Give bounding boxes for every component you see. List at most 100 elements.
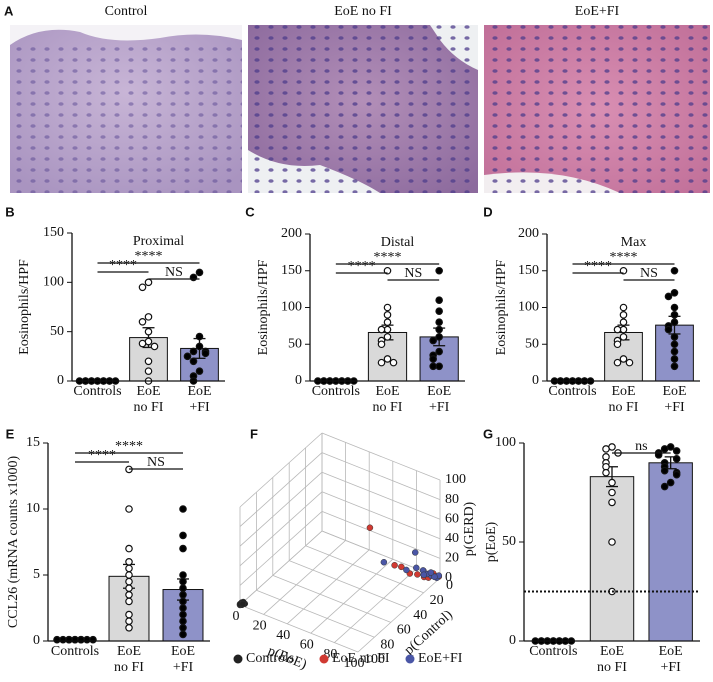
x-tick-label: EoE no FI [597,644,627,675]
histology-image [484,25,710,193]
grid-line [310,558,394,634]
y-axis-label: CCL26 (mRNA counts x1000) [6,456,21,629]
chart-title: Distal [381,235,415,250]
data-point [613,358,622,367]
panel-label: B [5,204,14,219]
data-point [144,327,153,336]
grid-line [239,452,323,527]
x-tick-label: EoE no FI [608,384,639,415]
grid-line [289,560,408,608]
data-point [427,569,435,576]
data-point [179,505,187,513]
legend-label: Controls [246,651,294,666]
z-tick-label: 20 [445,551,459,566]
data-point [144,313,153,321]
data-point [431,573,438,581]
significance-label: NS [165,265,183,280]
data-point [660,482,669,491]
data-point [189,273,198,282]
x-tick-label: Controls [548,384,597,399]
legend-marker [319,654,329,664]
data-point [435,347,443,356]
y-axis-label: Eosinophils/HPF [494,259,509,355]
data-point [366,524,374,531]
x-tick-label: Controls [529,644,578,659]
data-point [670,362,679,371]
data-point [429,362,437,371]
data-point [179,584,187,593]
data-point [435,296,443,304]
data-point [125,597,133,606]
y-tick-label: 50 [502,534,516,549]
data-point [383,303,392,312]
y-tick-label: 0 [295,373,302,388]
y-tick-label: 50 [288,336,302,351]
data-point [435,318,443,327]
chart-title: Proximal [133,234,184,249]
x-tick-label: EoE +FI [187,384,212,415]
data-point [672,470,681,479]
image-title: EoE+FI [575,4,620,19]
x-tick-label: EoE no FI [372,384,403,415]
data-point [413,564,420,572]
data-point [625,358,634,367]
data-point [144,278,153,287]
data-point [608,498,616,507]
data-point [414,571,421,578]
legend-marker [233,654,243,664]
data-point [420,571,427,579]
data-point [411,549,419,556]
data-point [670,288,679,297]
data-point [429,336,437,345]
panel-label: G [483,426,493,441]
data-point [619,333,628,341]
grid-line [321,471,441,520]
grid-line [321,432,441,481]
data-point [179,617,187,626]
significance-label: NS [147,455,165,470]
y-tick-label: 0 [532,373,539,388]
grid-line [263,540,346,615]
grid-line [357,577,441,653]
data-point [144,367,153,375]
data-point [383,355,392,363]
x-tick-label: Controls [311,384,360,399]
data-point [189,347,198,356]
grid-line [239,530,323,606]
grid-line [239,604,359,653]
data-point [619,318,628,327]
data-point [138,339,147,348]
data-point [613,340,622,349]
grid-line [305,545,424,594]
data-point [189,357,198,366]
data-point [383,318,392,327]
y-tick-label: 5 [33,567,40,582]
significance-label: **** [115,439,143,454]
data-point [179,571,187,579]
y-tick-label: 150 [518,263,539,278]
y-axis-label: Eosinophils/HPF [17,259,32,355]
data-point [435,325,443,334]
x-tick-label: 40 [276,628,290,643]
data-point [138,317,147,326]
significance-label: NS [404,266,422,281]
data-point [377,358,386,367]
significance-label: **** [584,259,612,274]
y-tick-label: 200 [281,226,302,241]
histology-image [248,25,478,193]
panel-label: D [483,204,492,219]
data-point [670,355,679,363]
grid-line [286,549,370,625]
significance-label: **** [109,258,137,273]
significance-label: ns [635,439,647,454]
data-point [602,445,610,453]
z-tick-label: 80 [445,492,459,507]
data-point [391,562,398,569]
z-tick-label: 60 [445,511,459,526]
data-point [125,564,133,573]
data-point [664,325,673,334]
x-tick-label: EoE +FI [427,384,452,415]
data-point [201,349,210,358]
